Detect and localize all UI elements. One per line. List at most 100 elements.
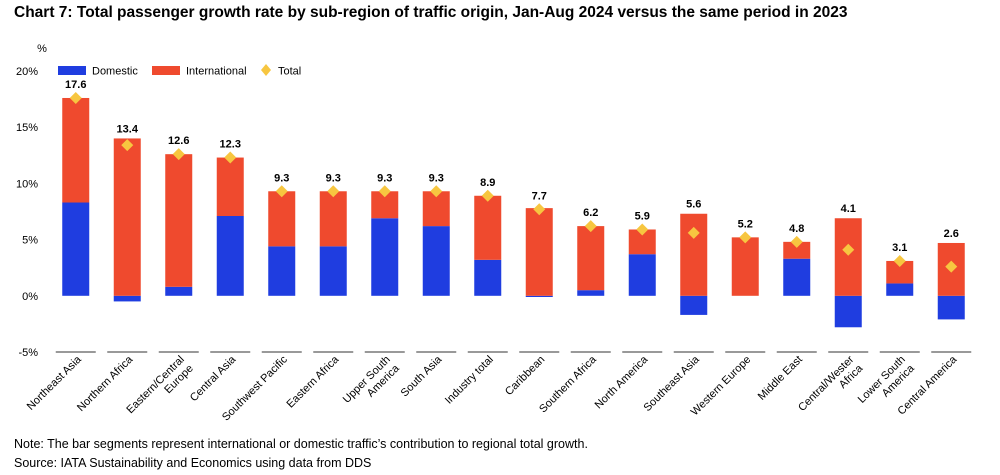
x-tick-label-line: Central Asia bbox=[188, 353, 239, 404]
data-label: 6.2 bbox=[583, 207, 598, 219]
x-tick-label: Industry total bbox=[443, 354, 496, 407]
x-tick-label: South Asia bbox=[399, 353, 445, 399]
data-label: 5.2 bbox=[738, 218, 753, 230]
bar-segment-international bbox=[474, 195, 502, 260]
bar-segment-international bbox=[886, 260, 914, 284]
chart-title: Chart 7: Total passenger growth rate by … bbox=[14, 4, 848, 21]
data-label: 9.3 bbox=[377, 172, 392, 184]
bar-segment-domestic bbox=[834, 295, 862, 328]
x-tick-label: Upper SouthAmerica bbox=[341, 353, 403, 415]
bar-segment-international bbox=[268, 191, 296, 247]
y-tick-label: -5% bbox=[18, 347, 38, 359]
bar-segment-domestic bbox=[577, 290, 605, 296]
y-tick-label: 15% bbox=[16, 122, 38, 134]
data-label: 17.6 bbox=[65, 79, 86, 91]
bar-segment-domestic bbox=[474, 259, 502, 296]
total-marker bbox=[224, 151, 237, 164]
x-tick-label-line: North America bbox=[593, 353, 651, 411]
total-marker bbox=[481, 189, 494, 202]
y-axis-unit: % bbox=[37, 43, 47, 55]
legend: Domestic International Total bbox=[58, 64, 301, 78]
total-marker bbox=[790, 235, 803, 248]
legend-marker-total bbox=[261, 64, 271, 76]
total-marker bbox=[842, 243, 855, 256]
x-tick-label: Caribbean bbox=[503, 354, 547, 398]
total-marker bbox=[275, 185, 288, 198]
bar-segment-international bbox=[577, 226, 605, 291]
total-marker bbox=[172, 148, 185, 161]
x-tick-label-line: Eastern Africa bbox=[284, 353, 342, 411]
total-markers: 17.6 13.4 12.6 12.3 9.3 9.3 9.3 9.3 8.9 7.7 6.2 5.9… bbox=[65, 79, 959, 273]
x-tick-label: Eastern Africa bbox=[284, 353, 342, 411]
bar-segment-domestic bbox=[113, 295, 141, 302]
data-label: 8.9 bbox=[480, 177, 495, 189]
total-marker bbox=[636, 223, 649, 236]
bar-segment-international bbox=[783, 241, 811, 259]
data-label: 4.1 bbox=[841, 203, 856, 215]
bar-segment-international bbox=[834, 218, 862, 296]
bar-segment-domestic bbox=[886, 283, 914, 296]
bar-segment-domestic bbox=[422, 226, 450, 296]
data-label: 9.3 bbox=[274, 172, 289, 184]
bar-segment-international bbox=[319, 191, 347, 247]
x-tick-label: Central/WesterAfrica bbox=[796, 353, 866, 423]
x-tick-label-line: South Asia bbox=[399, 353, 445, 399]
bar-segment-domestic bbox=[937, 295, 965, 320]
bar-segment-domestic bbox=[783, 258, 811, 296]
bar-segment-domestic bbox=[525, 295, 553, 297]
total-marker bbox=[430, 185, 443, 198]
bar-segment-international bbox=[731, 237, 759, 296]
total-marker bbox=[121, 139, 134, 152]
data-label: 5.9 bbox=[635, 210, 650, 222]
y-tick-label: 20% bbox=[16, 66, 38, 78]
x-tick-label: North America bbox=[593, 353, 651, 411]
total-marker bbox=[945, 260, 958, 273]
data-label: 5.6 bbox=[686, 199, 701, 211]
chart-source: Source: IATA Sustainability and Economic… bbox=[14, 456, 372, 470]
y-tick-label: 0% bbox=[22, 291, 38, 303]
bar-segment-domestic bbox=[216, 215, 244, 296]
bar-segment-international bbox=[525, 208, 553, 296]
data-label: 2.6 bbox=[944, 228, 959, 240]
data-label: 9.3 bbox=[326, 172, 341, 184]
x-tick-label: Central Asia bbox=[188, 353, 239, 404]
total-marker bbox=[69, 91, 82, 104]
legend-label-total: Total bbox=[278, 66, 301, 78]
y-axis: -5% 0% 5% 10% 15% 20% bbox=[16, 66, 38, 359]
bar-segment-domestic bbox=[268, 246, 296, 296]
total-marker bbox=[584, 220, 597, 233]
total-marker bbox=[893, 254, 906, 267]
bar-segment-international bbox=[165, 154, 193, 287]
legend-swatch-domestic bbox=[58, 66, 86, 75]
total-marker bbox=[378, 185, 391, 198]
x-tick-label: Middle East bbox=[756, 354, 805, 403]
total-marker bbox=[687, 226, 700, 239]
legend-label-international: International bbox=[186, 66, 247, 78]
data-label: 12.6 bbox=[168, 135, 189, 147]
data-label: 3.1 bbox=[892, 242, 907, 254]
bars bbox=[62, 97, 965, 328]
bar-segment-domestic bbox=[371, 218, 399, 296]
data-label: 9.3 bbox=[429, 172, 444, 184]
bar-segment-domestic bbox=[628, 254, 656, 296]
bar-segment-international bbox=[62, 97, 90, 203]
total-marker bbox=[327, 185, 340, 198]
bar-segment-international bbox=[113, 138, 141, 296]
total-marker bbox=[533, 203, 546, 216]
y-tick-label: 10% bbox=[16, 178, 38, 190]
legend-swatch-international bbox=[152, 66, 180, 75]
data-label: 12.3 bbox=[220, 139, 241, 151]
data-label: 13.4 bbox=[117, 123, 139, 135]
x-tick-label-line: Industry total bbox=[443, 354, 496, 407]
y-tick-label: 5% bbox=[22, 235, 38, 247]
bar-segment-international bbox=[216, 157, 244, 216]
chart-note: Note: The bar segments represent interna… bbox=[14, 437, 588, 451]
x-tick-label-line: Caribbean bbox=[503, 354, 547, 398]
data-label: 7.7 bbox=[532, 190, 547, 202]
bar-segment-international bbox=[680, 213, 708, 296]
data-label: 4.8 bbox=[789, 223, 804, 235]
bar-segment-domestic bbox=[62, 202, 90, 296]
bar-segment-domestic bbox=[319, 246, 347, 296]
